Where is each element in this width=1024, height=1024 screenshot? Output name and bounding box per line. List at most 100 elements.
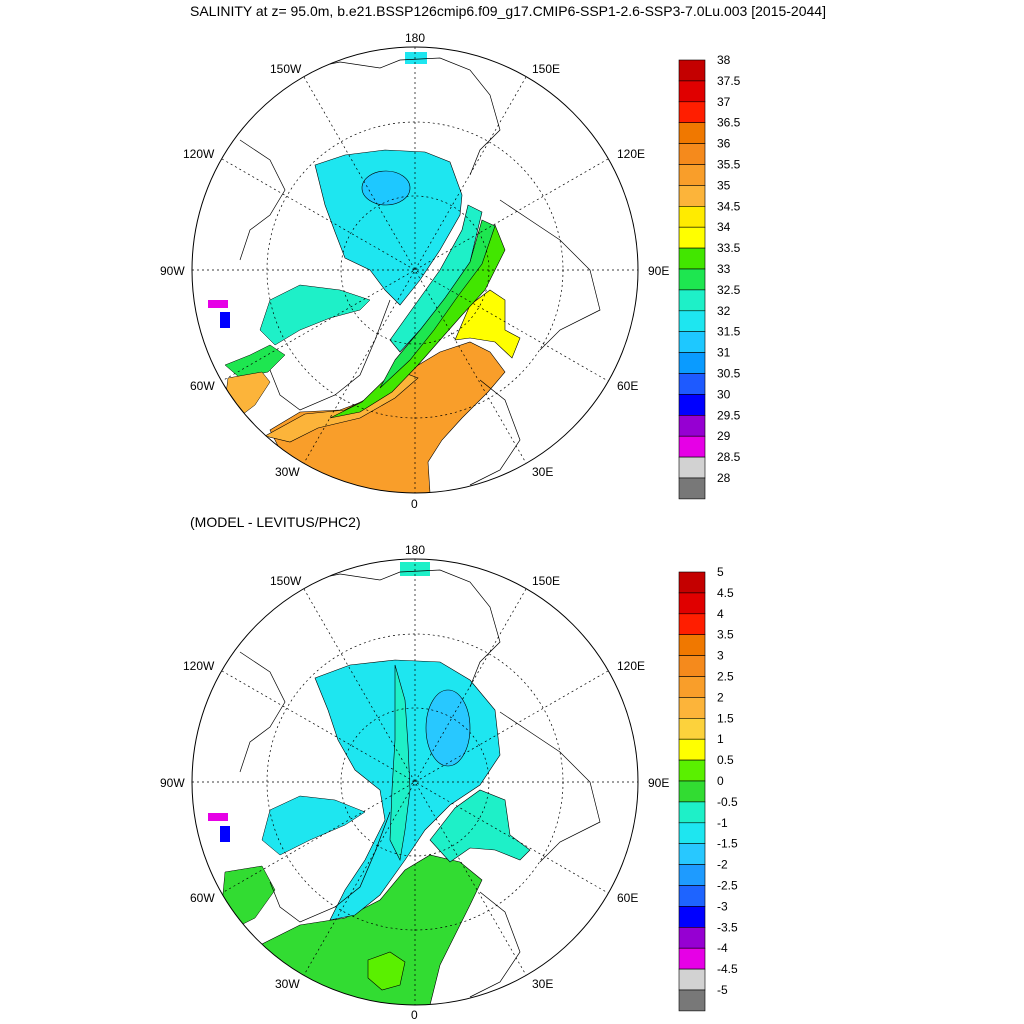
colorbar-label: 32.5 [717,283,741,297]
salinity-map: 180 0 90W 90E 150W 120W 150E 120E 60W 30… [160,31,741,511]
colorbar-label: 0 [717,774,724,788]
colorbar-swatch [678,592,706,615]
colorbar-swatch [678,759,706,782]
colorbar-swatch [678,613,706,635]
salinity-beaufort-low [361,170,411,206]
colorbar-swatch [678,822,706,844]
lon-label-120w: 120W [183,147,215,161]
colorbar-label: 1 [717,732,724,746]
lon-label-120w: 120W [183,659,215,673]
lon-label-30w: 30W [275,977,300,991]
colorbar-label: 35.5 [717,158,741,172]
difference-map: 180 0 90W 90E 150W 120W 150E 120E 60W 30… [160,543,738,1022]
colorbar-label: -3 [717,899,728,913]
lon-label-60w: 60W [190,891,215,905]
colorbar-swatch [678,164,706,186]
lon-label-0: 0 [411,497,418,511]
colorbar-swatch [678,373,706,395]
colorbar-swatch [678,101,706,124]
colorbar-label: 37.5 [717,74,741,88]
lon-label-30e: 30E [532,977,553,991]
salinity-map-border [191,46,639,494]
lon-label-180: 180 [405,543,425,557]
colorbar-swatch [678,394,706,416]
land-coastline [239,57,601,486]
colorbar-swatch [678,634,706,656]
colorbar-label: 4.5 [717,586,734,600]
colorbar-label: 32 [717,304,731,318]
colorbar-label: 3 [717,649,724,663]
colorbar-label: 1.5 [717,711,734,725]
colorbar-swatch [678,414,706,437]
colorbar-swatch [678,331,706,353]
colorbar-swatch [678,968,706,991]
colorbar-label: 30.5 [717,367,741,381]
colorbar-swatch [678,268,706,291]
colorbar-swatch [678,352,706,374]
difference-field [208,562,601,1005]
colorbar-label: 0.5 [717,753,734,767]
colorbar-label: 36 [717,137,731,151]
colorbar-swatch [678,143,706,165]
colorbar-label: 28.5 [717,450,741,464]
colorbar-label: 33.5 [717,241,741,255]
salinity-hudson-fresh [220,312,230,328]
salinity-lon-labels: 180 0 90W 90E 150W 120W 150E 120E 60W 30… [160,31,669,511]
colorbar-label: -5 [717,983,728,997]
colorbar-label: 4 [717,607,724,621]
lon-label-30w: 30W [275,465,300,479]
difference-subtitle: (MODEL - LEVITUS/PHC2) [190,514,361,530]
colorbar-label: 2.5 [717,670,734,684]
colorbar-swatch [678,122,706,144]
colorbar-label: -1.5 [717,837,738,851]
colorbar-label: 28 [717,471,731,485]
colorbar-label: 5 [717,565,724,579]
lon-label-90w: 90W [160,264,185,278]
colorbar-swatch [678,864,706,886]
colorbar-label: 37 [717,95,731,109]
colorbar-swatch [678,906,706,928]
lon-label-0: 0 [411,1008,418,1022]
difference-colorbar: 5 4.5 4 3.5 3 2.5 2 1.5 1 0.5 0 -0.5 -1 -1.5 -2 -2.5 -3 -… [678,565,738,1012]
difference-nordic-green [367,951,406,991]
colorbar-label: -2.5 [717,879,738,893]
colorbar-label: 29 [717,429,731,443]
colorbar-swatch [678,717,706,740]
salinity-field [208,52,601,493]
colorbar-label: -3.5 [717,920,738,934]
colorbar-label: 30 [717,387,731,401]
colorbar-label: 36.5 [717,116,741,130]
colorbar-label: -4 [717,941,728,955]
difference-barents-aqua [429,789,531,863]
colorbar-swatch [678,185,706,207]
lon-label-90e: 90E [648,264,669,278]
lon-label-60e: 60E [617,891,638,905]
salinity-hudson-magenta [208,300,228,308]
lon-label-60w: 60W [190,379,215,393]
lon-label-60e: 60E [617,379,638,393]
colorbar-label: -0.5 [717,795,738,809]
difference-hudson-blue [220,826,230,842]
difference-graticule [192,559,638,1005]
lon-label-180: 180 [405,31,425,45]
colorbar-label: 34.5 [717,199,741,213]
colorbar-label: -2 [717,858,728,872]
colorbar-swatch [678,59,706,82]
colorbar-swatch [678,655,706,677]
colorbar-swatch [678,310,706,332]
colorbar-swatch [678,926,706,949]
land-coastline-bottom [239,569,601,998]
colorbar-label: 34 [717,220,731,234]
colorbar-swatch [678,885,706,907]
colorbar-swatch [678,206,706,228]
difference-transpolar-aqua [389,664,411,861]
main-title: SALINITY at z= 95.0m, b.e21.BSSP126cmip6… [190,3,826,19]
colorbar-swatch [678,780,706,803]
lon-label-150e: 150E [532,574,560,588]
colorbar-swatch [678,247,706,270]
colorbar-swatch [678,289,706,312]
difference-eurasian-low [425,689,471,767]
colorbar-swatch [678,676,706,698]
colorbar-swatch [678,801,706,824]
